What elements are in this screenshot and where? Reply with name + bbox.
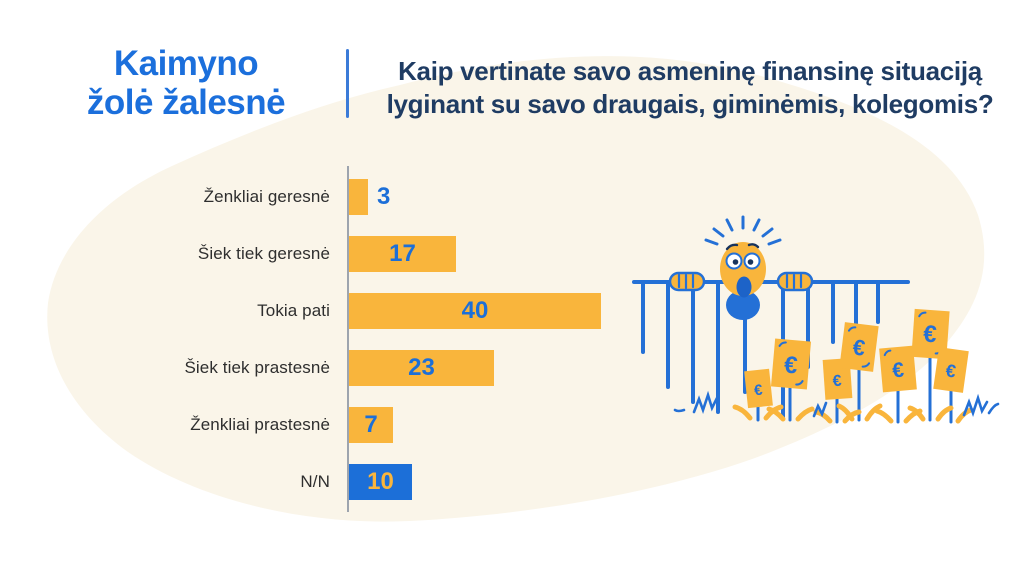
surprise-rays-icon <box>704 215 782 246</box>
euro-bill: € <box>744 368 773 409</box>
chart-row: Ženkliai prastesnė 7 <box>0 396 601 453</box>
euro-icon: € <box>851 334 866 360</box>
bar: 17 <box>349 235 456 272</box>
hands-icon <box>668 271 814 292</box>
bar-zone: 10 <box>349 463 412 500</box>
survey-question-line1: Kaip vertinate savo asmeninę finansinę s… <box>398 56 982 86</box>
category-label: Šiek tiek geresnė <box>197 243 330 263</box>
bar: 23 <box>349 349 494 386</box>
value-label: 10 <box>367 467 394 495</box>
category-label: Tokia pati <box>257 300 330 320</box>
category-label: Ženkliai prastesnė <box>190 414 330 434</box>
header-divider <box>346 49 349 118</box>
euro-bill: € <box>822 358 853 400</box>
euro-bill: € <box>911 308 950 360</box>
grass-yellow-icon <box>732 403 974 424</box>
page-title-line2: žolė žalesnė <box>86 83 286 123</box>
chart-row: N/N 10 <box>0 453 601 510</box>
page-title: Kaimyno žolė žalesnė <box>38 44 334 122</box>
grass-blue-icon <box>673 390 1000 418</box>
euro-bill: € <box>770 338 812 390</box>
survey-question: Kaip vertinate savo asmeninę finansinę s… <box>360 55 1020 122</box>
bar: 40 <box>349 292 601 329</box>
bar-zone: 23 <box>349 349 494 386</box>
survey-question-line2: lyginant su savo draugais, giminėmis, ko… <box>386 89 994 120</box>
page-title-line1: Kaimyno <box>113 44 259 83</box>
neighbor-body <box>726 290 760 320</box>
value-label: 3 <box>377 182 391 210</box>
euro-bill: € <box>933 347 969 393</box>
neighbor-head <box>720 242 766 298</box>
bar: 7 <box>349 406 393 443</box>
bar: 10 <box>349 463 412 500</box>
bar <box>349 178 368 215</box>
euro-bill: € <box>879 345 917 393</box>
peeking-neighbor-illustration: € € € € € € € <box>632 215 1000 424</box>
euro-icon: € <box>832 373 842 391</box>
euro-icon: € <box>945 360 958 381</box>
bar-zone: 17 <box>349 235 456 272</box>
chart-row: Tokia pati 40 <box>0 282 601 339</box>
chart-row: Šiek tiek geresnė 17 <box>0 225 601 282</box>
bar-chart-rows: Ženkliai geresnė 3 Šiek tiek geresnė 17 Toki… <box>0 168 601 510</box>
euro-icon: € <box>783 351 799 379</box>
chart-row: Ženkliai geresnė 3 <box>0 168 601 225</box>
euro-icon: € <box>891 359 905 383</box>
chart-row: Šiek tiek prastesnė 23 <box>0 339 601 396</box>
euro-icon: € <box>922 321 937 349</box>
euro-bill-flowers: € € € € € € € <box>744 308 969 409</box>
open-mouth <box>736 276 752 298</box>
chart-axis <box>347 166 349 512</box>
bar-zone: 3 <box>349 178 391 215</box>
value-label: 7 <box>364 410 378 438</box>
bar-zone: 40 <box>349 292 601 329</box>
category-label: N/N <box>300 471 330 491</box>
value-label: 17 <box>389 239 416 267</box>
category-label: Šiek tiek prastesnė <box>184 357 330 377</box>
bar-zone: 7 <box>349 406 393 443</box>
value-label: 23 <box>408 353 435 381</box>
euro-bill: € <box>839 322 879 372</box>
euro-icon: € <box>753 382 764 400</box>
category-label: Ženkliai geresnė <box>203 186 330 206</box>
value-label: 40 <box>461 296 489 324</box>
